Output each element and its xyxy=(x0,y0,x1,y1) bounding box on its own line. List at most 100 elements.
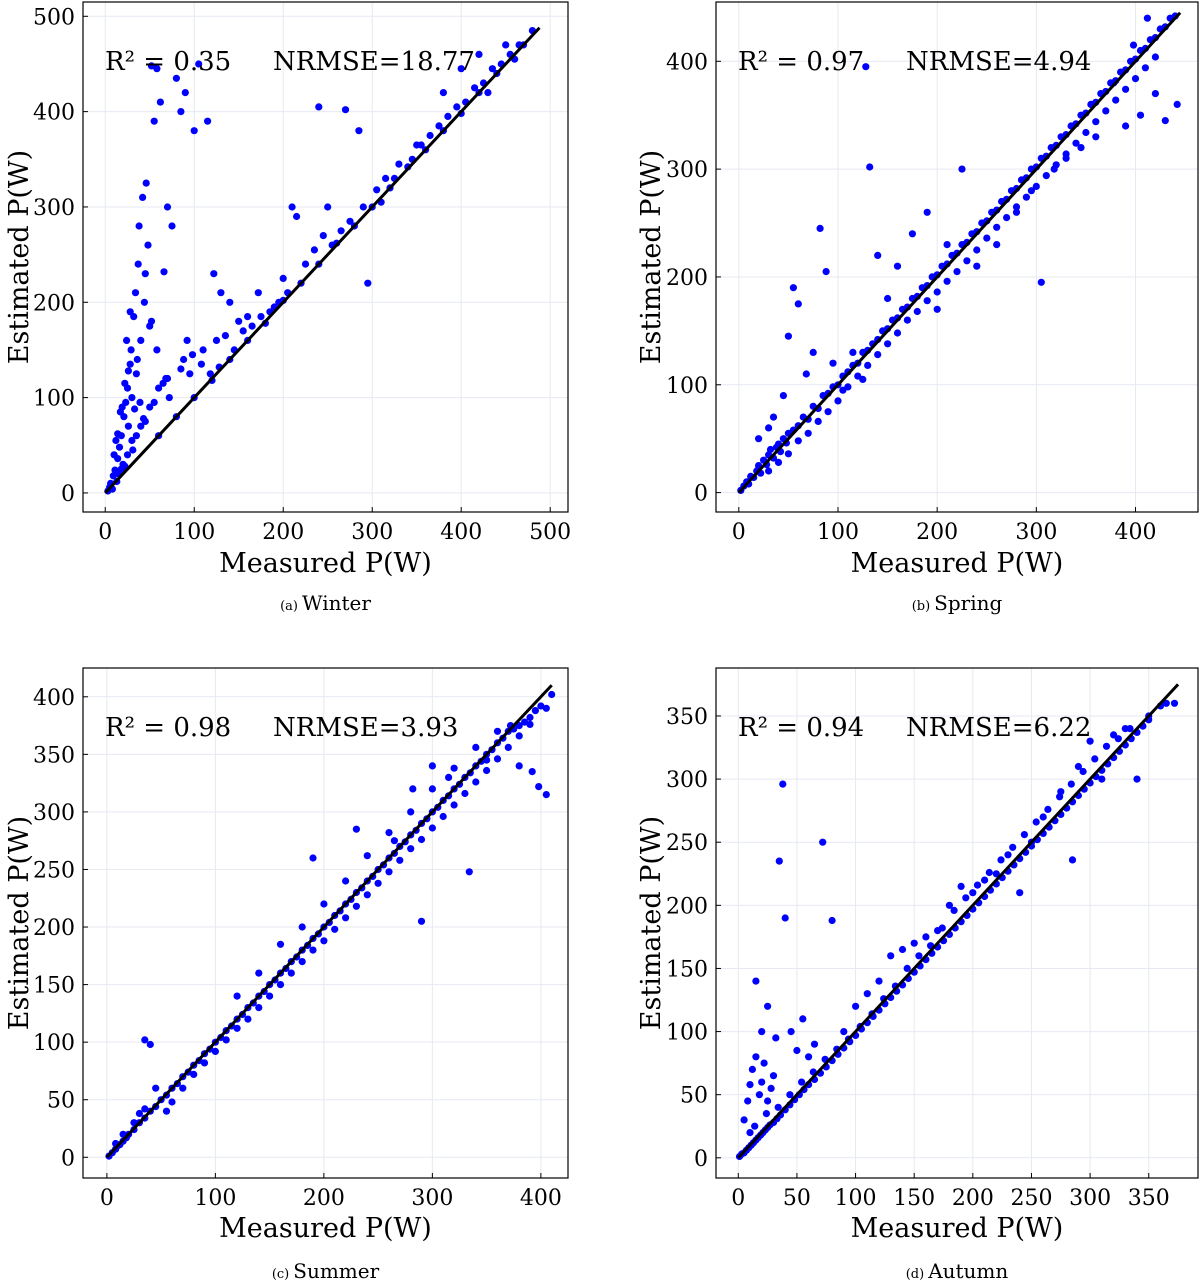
data-point xyxy=(197,360,205,368)
data-point xyxy=(226,298,234,306)
data-point xyxy=(298,958,306,966)
data-point xyxy=(772,1034,780,1042)
x-tick-label: 350 xyxy=(1128,1186,1170,1211)
data-point xyxy=(465,868,473,876)
data-point xyxy=(746,1129,754,1137)
data-point xyxy=(162,374,170,383)
y-tick-label: 200 xyxy=(666,894,708,919)
data-point xyxy=(132,370,140,378)
y-tick-label: 300 xyxy=(33,801,75,826)
data-point xyxy=(190,127,198,135)
data-point xyxy=(355,127,363,135)
data-point xyxy=(767,1084,775,1092)
data-point xyxy=(188,351,197,359)
data-point xyxy=(1086,737,1094,745)
data-point xyxy=(435,122,443,130)
data-point xyxy=(153,65,161,73)
data-point xyxy=(957,882,965,891)
y-tick-label: 400 xyxy=(33,101,75,126)
data-point xyxy=(1037,278,1045,286)
data-point xyxy=(428,824,436,832)
data-point xyxy=(186,370,194,378)
data-point xyxy=(407,845,415,853)
data-point xyxy=(752,1053,760,1061)
data-point xyxy=(1067,780,1075,788)
data-point xyxy=(493,727,502,735)
x-tick-label: 100 xyxy=(817,520,859,545)
data-point xyxy=(779,780,787,788)
data-point xyxy=(1091,755,1099,763)
data-point xyxy=(884,294,892,303)
data-point xyxy=(1032,182,1040,190)
x-tick-label: 0 xyxy=(732,520,746,545)
data-point xyxy=(217,289,225,297)
data-point xyxy=(374,879,382,887)
data-point xyxy=(1122,85,1130,93)
data-point xyxy=(121,379,129,387)
data-point xyxy=(444,112,452,120)
data-point xyxy=(840,1028,848,1036)
data-point xyxy=(346,217,354,225)
fit-line xyxy=(105,684,553,1159)
data-point xyxy=(1131,75,1140,83)
r-squared-label: R² = 0.98 xyxy=(105,713,231,743)
data-point xyxy=(766,445,775,454)
data-point xyxy=(528,768,536,776)
data-point xyxy=(755,435,763,443)
data-point xyxy=(310,246,318,254)
y-tick-label: 200 xyxy=(33,916,75,941)
data-point xyxy=(179,1084,187,1092)
y-tick-label: 100 xyxy=(33,387,75,412)
data-point xyxy=(331,925,339,933)
data-point xyxy=(472,743,480,752)
y-tick-label: 300 xyxy=(666,158,708,183)
data-point xyxy=(211,1047,219,1055)
data-point xyxy=(244,1015,252,1023)
data-point xyxy=(445,773,453,782)
data-point xyxy=(112,436,120,445)
data-point xyxy=(758,1078,766,1086)
data-point xyxy=(903,964,911,973)
data-point xyxy=(1016,889,1024,897)
x-tick-label: 300 xyxy=(1015,520,1057,545)
data-point xyxy=(426,131,434,140)
y-tick-label: 100 xyxy=(33,1031,75,1056)
data-point xyxy=(199,346,207,354)
grid xyxy=(716,2,1198,512)
data-point xyxy=(997,856,1005,864)
data-point xyxy=(153,346,161,354)
data-point xyxy=(136,398,144,406)
data-point xyxy=(1027,187,1035,195)
data-point xyxy=(453,103,461,111)
data-point xyxy=(133,355,141,364)
data-point xyxy=(1170,699,1179,707)
data-point xyxy=(1082,128,1090,137)
y-tick-label: 400 xyxy=(666,50,708,75)
data-point xyxy=(142,179,150,187)
data-point xyxy=(985,868,993,877)
data-point xyxy=(131,289,140,297)
x-tick-label: 500 xyxy=(529,520,571,545)
data-point xyxy=(521,718,529,726)
y-axis-label: Estimated P(W) xyxy=(636,816,667,1030)
data-point xyxy=(183,336,191,344)
data-point xyxy=(147,62,156,70)
caption-text: Winter xyxy=(302,591,371,615)
data-point xyxy=(390,837,398,845)
subfigure-caption: (a) Winter xyxy=(280,591,371,615)
ticks: 0 100 200 300 400 0 50 100 150 200 250 300 350 400 xyxy=(33,686,562,1211)
data-point xyxy=(195,60,203,68)
data-point xyxy=(439,812,447,821)
nrmse-label: NRMSE=3.93 xyxy=(273,713,458,743)
data-point xyxy=(893,262,902,270)
data-point xyxy=(1052,161,1060,169)
data-point xyxy=(141,1105,149,1113)
data-point xyxy=(123,451,132,459)
data-point xyxy=(298,923,306,931)
chart-panel-winter: 0 100 200 300 400 500 0 100 200 300 400 500 R² = 0.3… xyxy=(4,1,571,615)
data-point xyxy=(829,359,837,367)
data-point xyxy=(155,384,163,392)
caption-text: Summer xyxy=(293,1259,379,1283)
data-point xyxy=(1009,843,1017,851)
data-point xyxy=(293,212,301,221)
